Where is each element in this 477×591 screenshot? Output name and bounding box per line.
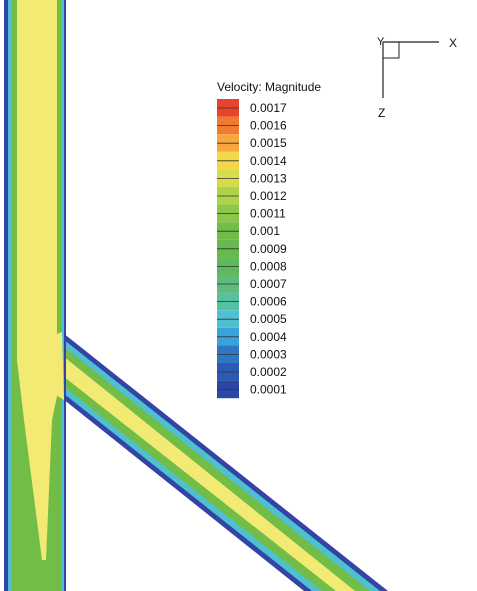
branch-wall-band <box>63 333 388 591</box>
junction-core-flare <box>40 332 64 400</box>
main-pipe <box>4 0 66 591</box>
axis-triad: X Y Z <box>377 36 457 120</box>
legend-label: 0.0005 <box>250 312 287 326</box>
branch-core-band <box>63 356 355 591</box>
velocity-legend: Velocity: Magnitude 0.00170.00160.00150.… <box>217 80 321 399</box>
legend-label: 0.0012 <box>250 189 287 203</box>
legend-label: 0.0008 <box>250 259 287 273</box>
legend-label: 0.0017 <box>250 101 287 115</box>
legend-label: 0.0007 <box>250 277 287 291</box>
legend-label: 0.0014 <box>250 154 287 168</box>
legend-label: 0.0011 <box>250 207 286 221</box>
legend-label: 0.0016 <box>250 119 287 133</box>
branch-midvel-band <box>63 346 370 591</box>
legend-label: 0.0015 <box>250 136 287 150</box>
z-axis-label: Z <box>378 106 385 120</box>
legend-label: 0.0006 <box>250 295 287 309</box>
legend-labels: 0.0017 0.0016 0.0015 0.0014 0.0013 0.0012 0.00… <box>250 101 287 397</box>
legend-label: 0.0002 <box>250 365 287 379</box>
legend-label: 0.0001 <box>250 383 287 397</box>
y-axis-box <box>382 41 400 59</box>
legend-swatches <box>217 99 239 399</box>
y-axis-label: Y <box>377 36 385 48</box>
legend-title: Velocity: Magnitude <box>217 80 321 94</box>
legend-label: 0.0003 <box>250 347 287 361</box>
branch-pipe <box>63 333 388 591</box>
branch-lowvel-band <box>63 339 380 591</box>
legend-label: 0.0009 <box>250 242 287 256</box>
main-core-band <box>17 0 57 360</box>
legend-label: 0.001 <box>250 224 280 238</box>
jet-core-plume <box>17 360 60 560</box>
x-axis-label: X <box>449 36 457 50</box>
legend-label: 0.0004 <box>250 330 287 344</box>
legend-label: 0.0013 <box>250 171 287 185</box>
